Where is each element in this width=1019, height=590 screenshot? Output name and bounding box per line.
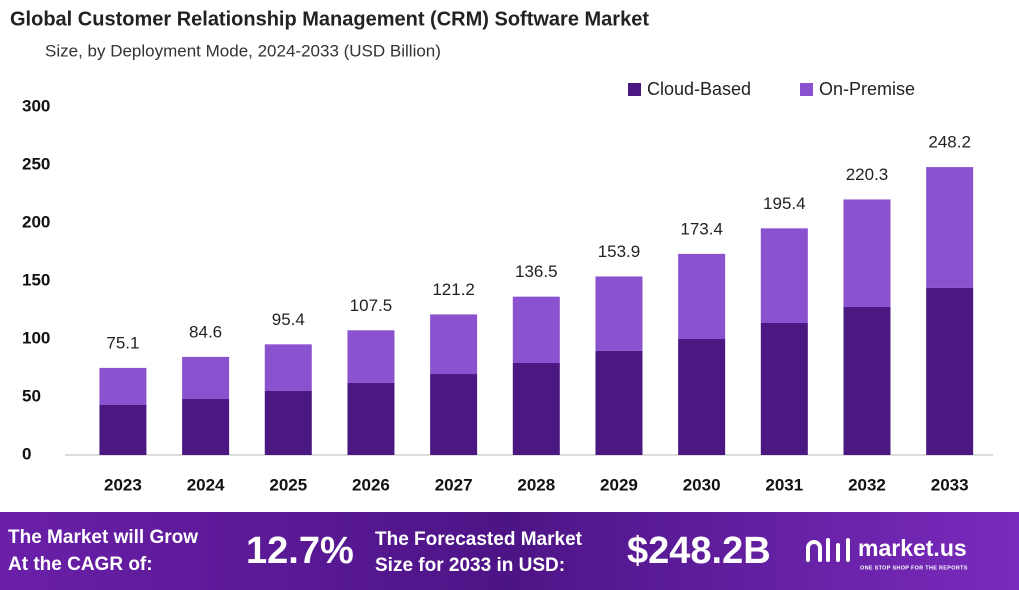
y-tick-label: 150 xyxy=(22,270,50,289)
y-tick-label: 300 xyxy=(22,96,50,115)
brand-tagline: ONE STOP SHOP FOR THE REPORTS xyxy=(860,565,968,571)
x-tick-label: 2031 xyxy=(765,475,803,494)
total-label: 173.4 xyxy=(680,219,723,238)
x-tick-label: 2024 xyxy=(187,475,225,494)
x-tick-label: 2023 xyxy=(104,475,142,494)
y-tick-label: 250 xyxy=(22,154,50,173)
total-label: 136.5 xyxy=(515,262,558,281)
bar-segment xyxy=(430,314,478,375)
bar-segment xyxy=(99,405,147,455)
bar-segment xyxy=(264,390,312,455)
chart-title: Global Customer Relationship Management … xyxy=(10,8,649,30)
bar-segment xyxy=(347,382,395,455)
bar-segment xyxy=(926,287,974,455)
cagr-text: At the CAGR of: xyxy=(8,554,153,575)
bar-segment xyxy=(512,363,560,455)
total-label: 107.5 xyxy=(350,296,393,315)
chart-subtitle: Size, by Deployment Mode, 2024-2033 (USD… xyxy=(45,41,441,60)
forecast-text: Size for 2033 in USD: xyxy=(375,555,565,576)
y-tick-label: 100 xyxy=(22,328,50,347)
x-tick-label: 2033 xyxy=(931,475,969,494)
y-tick-label: 200 xyxy=(22,212,50,231)
bar-segment xyxy=(678,253,726,339)
legend-swatch xyxy=(800,83,813,96)
x-tick-label: 2032 xyxy=(848,475,886,494)
bar-segment xyxy=(99,367,147,406)
bar-segment xyxy=(347,330,395,383)
bar-segment xyxy=(182,398,230,455)
x-tick-label: 2030 xyxy=(683,475,721,494)
bar-segment xyxy=(264,344,312,391)
x-tick-label: 2028 xyxy=(517,475,555,494)
forecast-value: $248.2B xyxy=(627,530,771,572)
bar-segment xyxy=(430,374,478,455)
total-label: 153.9 xyxy=(598,242,641,261)
bar-segment xyxy=(595,276,643,351)
brand: market.us xyxy=(858,535,967,561)
y-tick-label: 0 xyxy=(22,444,31,463)
total-label: 84.6 xyxy=(189,322,222,341)
bar-segment xyxy=(678,339,726,455)
bar-segment xyxy=(760,322,808,455)
y-tick-label: 50 xyxy=(22,386,41,405)
total-label: 248.2 xyxy=(928,133,971,152)
bar-segment xyxy=(182,356,230,399)
x-tick-label: 2025 xyxy=(269,475,307,494)
cagr-text: The Market will Grow xyxy=(8,527,198,548)
total-label: 220.3 xyxy=(846,165,889,184)
total-label: 121.2 xyxy=(432,280,475,299)
bar-segment xyxy=(926,167,974,288)
bar-segment xyxy=(843,199,891,307)
total-label: 95.4 xyxy=(272,310,305,329)
total-label: 75.1 xyxy=(106,333,139,352)
legend-label: On-Premise xyxy=(819,79,915,99)
bar-segment xyxy=(760,228,808,323)
bar-segment xyxy=(595,350,643,455)
forecast-text: The Forecasted Market xyxy=(375,529,583,550)
bar-segment xyxy=(512,296,560,364)
legend-label: Cloud-Based xyxy=(647,79,751,99)
total-label: 195.4 xyxy=(763,194,806,213)
bar-segment xyxy=(843,306,891,455)
legend-swatch xyxy=(628,83,641,96)
x-tick-label: 2026 xyxy=(352,475,390,494)
x-tick-label: 2029 xyxy=(600,475,638,494)
brand-icon xyxy=(806,538,850,562)
cagr-value: 12.7% xyxy=(246,530,354,572)
x-tick-label: 2027 xyxy=(435,475,473,494)
